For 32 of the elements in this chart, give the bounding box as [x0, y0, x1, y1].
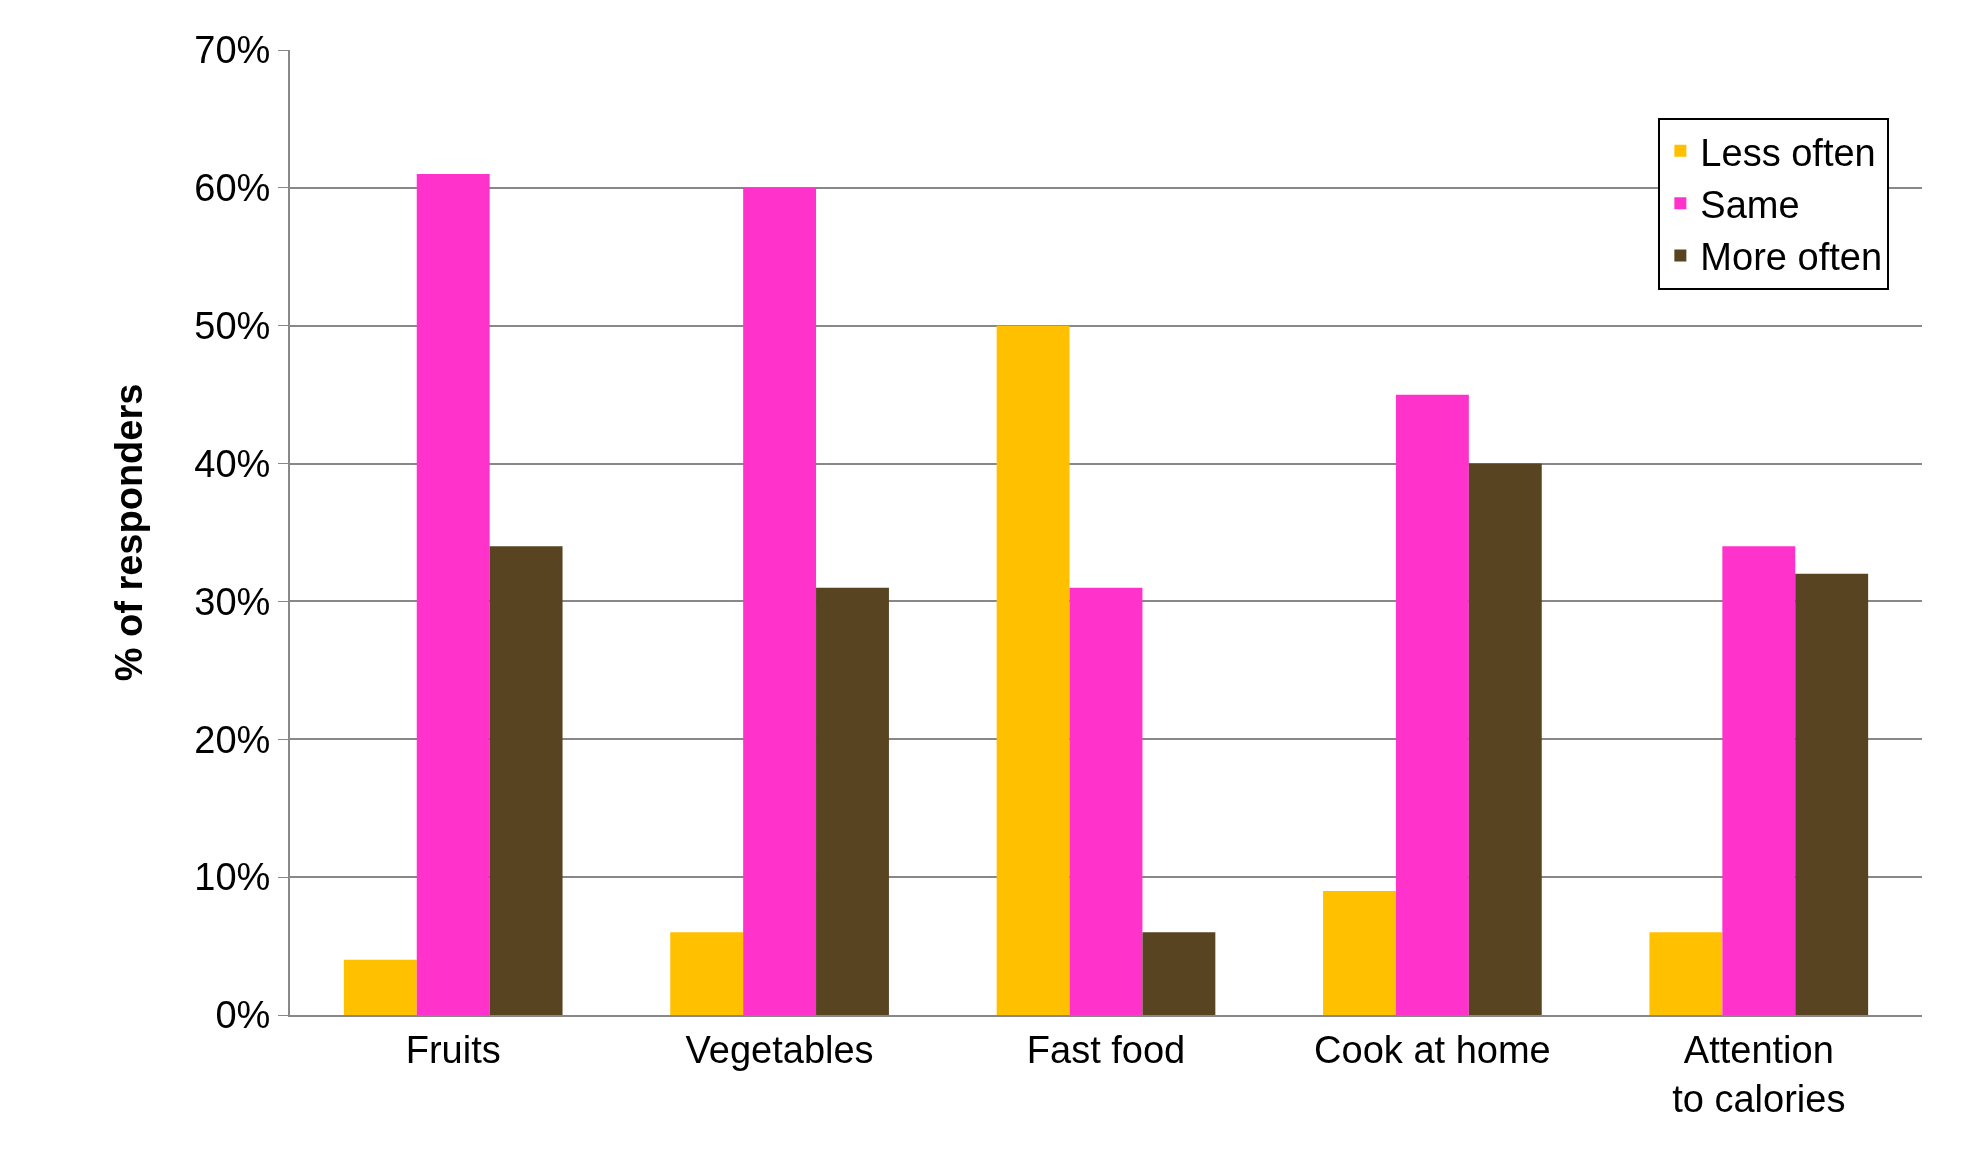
- bar: [743, 187, 817, 1015]
- y-tick-label: 0%: [215, 994, 271, 1037]
- bar: [1395, 394, 1469, 1015]
- y-tick-label: 70%: [194, 29, 271, 72]
- x-tick-label: Vegetables: [685, 1028, 874, 1071]
- bar: [1649, 932, 1723, 1015]
- bar: [416, 174, 490, 1015]
- bar: [670, 932, 744, 1015]
- bar: [343, 959, 417, 1015]
- bar: [489, 546, 563, 1015]
- y-tick-label: 30%: [194, 580, 271, 623]
- bar: [1468, 463, 1542, 1015]
- y-tick-label: 40%: [194, 442, 271, 485]
- bar: [1722, 546, 1796, 1015]
- y-tick-label: 20%: [194, 718, 271, 761]
- y-tick-label: 50%: [194, 305, 271, 348]
- bar: [996, 325, 1070, 1015]
- bar: [1323, 890, 1396, 1015]
- x-tick-label: Fruits: [405, 1028, 501, 1071]
- legend-label: More often: [1700, 236, 1883, 279]
- bar: [816, 587, 889, 1015]
- x-tick-label: Cook at home: [1314, 1028, 1551, 1071]
- bar: [1795, 573, 1869, 1015]
- legend-label: Same: [1700, 183, 1800, 226]
- bar: [1069, 587, 1143, 1015]
- x-tick-label: Fast food: [1026, 1028, 1186, 1071]
- x-tick-label: Attention to calories: [1672, 1028, 1846, 1120]
- y-tick-label: 10%: [194, 856, 271, 899]
- y-tick-label: 60%: [194, 167, 271, 210]
- legend-label: Less often: [1700, 131, 1876, 174]
- y-axis-title: % of responders: [108, 383, 151, 682]
- bar: [1142, 932, 1216, 1015]
